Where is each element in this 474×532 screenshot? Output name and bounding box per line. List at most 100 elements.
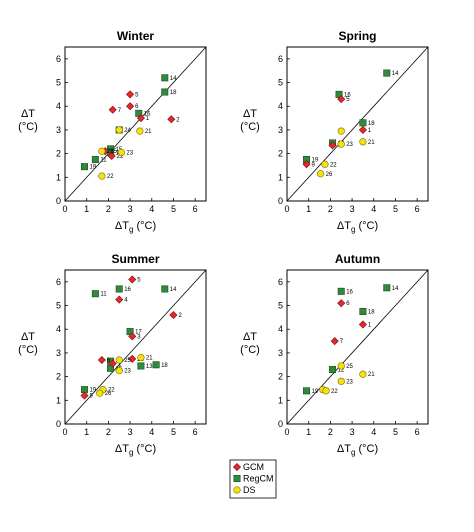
y-tick-label: 0	[278, 196, 283, 206]
y-tick-label: 6	[56, 277, 61, 287]
x-tick-label: 2	[106, 204, 111, 214]
y-tick-label: 3	[278, 348, 283, 358]
panel-title: Spring	[339, 29, 377, 43]
y-tick-label: 2	[56, 149, 61, 159]
gcm-point	[128, 275, 137, 284]
point-label: 22	[107, 174, 114, 180]
point-label: 9	[90, 394, 94, 400]
point-label: 4	[124, 298, 128, 304]
gcm-point	[115, 295, 124, 304]
gcm-point	[328, 141, 337, 150]
series-regcm: 11161417715131819	[81, 285, 177, 394]
x-tick-label: 4	[149, 427, 154, 437]
x-tick-label: 5	[393, 427, 398, 437]
gcm-point	[97, 356, 106, 365]
one-to-one-line	[286, 46, 429, 202]
regcm-point	[303, 387, 311, 395]
x-tick-label: 4	[371, 427, 376, 437]
gcm-point	[330, 337, 339, 346]
y-axis-unit: (°C)	[18, 121, 38, 133]
point-label: 23	[124, 369, 131, 375]
gcm-point	[126, 102, 135, 111]
gcm-point	[108, 105, 117, 114]
point-label: 23	[126, 150, 133, 156]
y-axis-label: ΔT	[243, 108, 257, 120]
point-label: 18	[368, 121, 375, 127]
point-label: 25	[124, 358, 131, 364]
y-tick-label: 3	[278, 125, 283, 135]
x-tick-label: 4	[149, 204, 154, 214]
point-label: 6	[346, 301, 350, 307]
point-label: 9	[312, 162, 316, 168]
x-tick-label: 1	[306, 427, 311, 437]
gcm-point	[337, 95, 346, 104]
x-tick-label: 3	[128, 427, 133, 437]
regcm-point	[329, 366, 337, 374]
point-label: 21	[146, 356, 153, 362]
ds-point	[337, 362, 345, 370]
x-axis-label: ΔTg (°C)	[115, 443, 156, 457]
gcm-point	[169, 310, 178, 320]
point-label: 11	[100, 158, 107, 164]
x-axis-label: ΔTg (°C)	[337, 220, 378, 234]
point-label: 5	[137, 277, 141, 283]
ds-point	[359, 370, 367, 378]
x-tick-label: 5	[171, 427, 176, 437]
y-tick-label: 0	[56, 419, 61, 429]
gcm-point	[358, 125, 367, 134]
point-label: 18	[368, 309, 375, 315]
y-tick-label: 0	[56, 196, 61, 206]
point-label: 17	[135, 330, 142, 336]
x-tick-label: 0	[62, 427, 67, 437]
gcm-point	[107, 151, 116, 161]
regcm-point	[359, 119, 367, 127]
one-to-one-line	[64, 269, 207, 425]
x-tick-label: 3	[350, 427, 355, 437]
x-tick-label: 6	[193, 427, 198, 437]
point-label: 5	[135, 92, 139, 98]
gcm-point	[167, 115, 176, 124]
series-gcm: 6 1 7	[330, 299, 372, 346]
ds-point	[117, 148, 125, 157]
x-tick-label: 0	[62, 204, 67, 214]
ds-point	[136, 127, 144, 135]
gcm-point	[136, 114, 145, 123]
point-label: 19	[90, 165, 97, 171]
point-label: 26	[105, 391, 112, 397]
legend-ds-label: DS	[243, 485, 256, 495]
y-tick-label: 6	[278, 277, 283, 287]
y-tick-label: 2	[278, 372, 283, 382]
y-tick-label: 3	[56, 125, 61, 135]
point-label: 6	[135, 104, 139, 110]
point-label: 25	[346, 364, 353, 370]
point-label: 23	[346, 379, 353, 385]
y-tick-label: 4	[278, 101, 283, 111]
y-axis-unit: (°C)	[240, 344, 260, 356]
point-label: 22	[330, 162, 337, 168]
y-tick-label: 6	[278, 54, 283, 64]
y-axis-label: ΔT	[21, 108, 35, 120]
gcm-point	[126, 90, 135, 99]
point-label: 24	[124, 128, 131, 134]
legend-regcm-marker	[233, 474, 241, 482]
y-tick-label: 5	[278, 301, 283, 311]
point-label: 21	[368, 372, 375, 378]
panel-title: Winter	[117, 29, 155, 43]
point-label: 7	[118, 108, 122, 114]
legend-ds-marker	[233, 486, 241, 494]
y-tick-label: 3	[56, 348, 61, 358]
point-label: 5	[346, 97, 350, 103]
point-label: 13	[146, 364, 153, 370]
ds-point	[337, 140, 345, 148]
point-label: 14	[170, 76, 177, 82]
regcm-point	[161, 74, 169, 82]
panel-title: Summer	[111, 252, 159, 266]
point-label: 12	[338, 368, 345, 374]
y-axis-unit: (°C)	[18, 344, 38, 356]
plot-frame	[64, 269, 207, 425]
point-label: 16	[124, 287, 131, 293]
